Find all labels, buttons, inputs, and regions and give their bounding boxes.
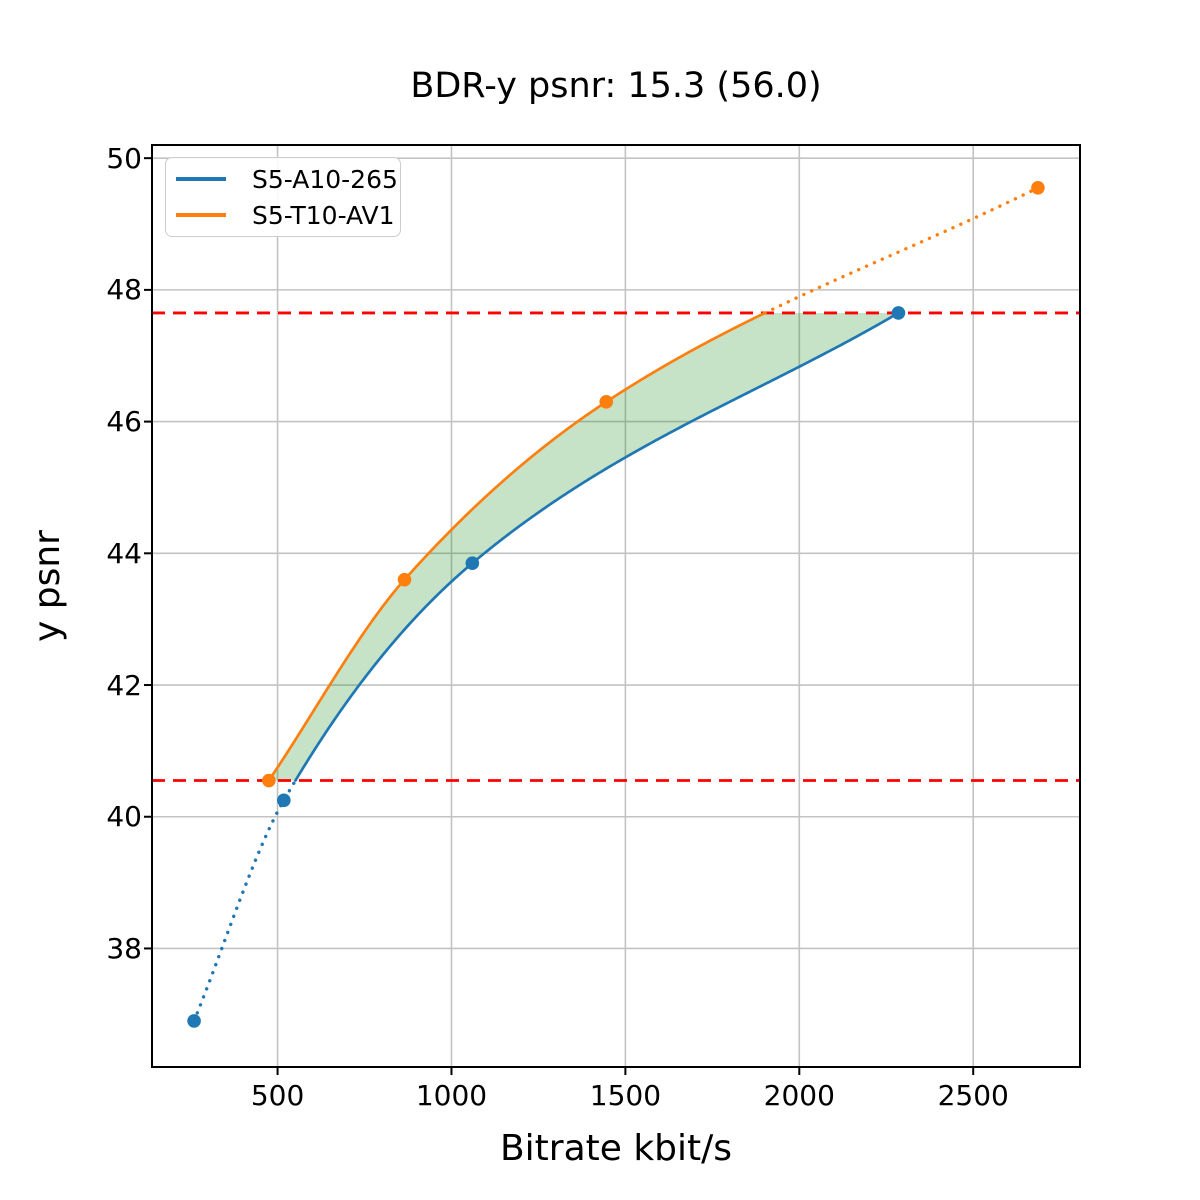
data-point-s5-a10-265 (187, 1014, 201, 1028)
y-tick-label: 42 (106, 668, 142, 702)
data-point-s5-t10-av1 (1031, 181, 1045, 195)
series-s5-a10-265-curve (294, 311, 900, 782)
y-tick-label: 48 (106, 273, 142, 307)
y-tick-label: 46 (106, 405, 142, 439)
data-point-s5-t10-av1 (262, 773, 276, 788)
y-tick-label: 50 (106, 141, 142, 175)
bd-overlap-fill (268, 312, 899, 781)
data-point-s5-t10-av1 (599, 395, 614, 409)
data-point-s5-t10-av1 (397, 572, 412, 587)
legend-label: S5-A10-265 (252, 164, 398, 194)
x-tick-label: 2500 (937, 1079, 1009, 1112)
legend: S5-A10-265 S5-T10-AV1 (165, 157, 401, 237)
y-tick-label: 44 (106, 536, 142, 570)
data-point-s5-a10-265 (465, 556, 480, 570)
x-tick-label: 2000 (763, 1079, 835, 1112)
y-tick-label: 38 (106, 931, 142, 965)
data-point-s5-a10-265 (277, 793, 291, 808)
x-tick-label: 1500 (589, 1079, 662, 1112)
legend-item-s5-t10-av1: S5-T10-AV1 (176, 197, 400, 233)
legend-item-s5-a10-265: S5-A10-265 (176, 161, 400, 197)
y-tick-label: 40 (106, 800, 142, 834)
legend-label: S5-T10-AV1 (252, 200, 395, 230)
axes-frame (151, 144, 1081, 1068)
chart-title: BDR-y psnr: 15.3 (56.0) (410, 66, 822, 106)
legend-line-sample-blue (176, 177, 226, 181)
legend-line-sample-orange (176, 213, 226, 217)
x-axis-label: Bitrate kbit/s (499, 1128, 733, 1169)
series-s5-t10-av1-curve (267, 311, 767, 782)
x-tick-label: 500 (250, 1079, 305, 1112)
x-tick-label: 1000 (415, 1079, 488, 1112)
data-point-s5-a10-265 (891, 306, 906, 320)
series-s5-t10-av1-dotted (763, 186, 1040, 315)
